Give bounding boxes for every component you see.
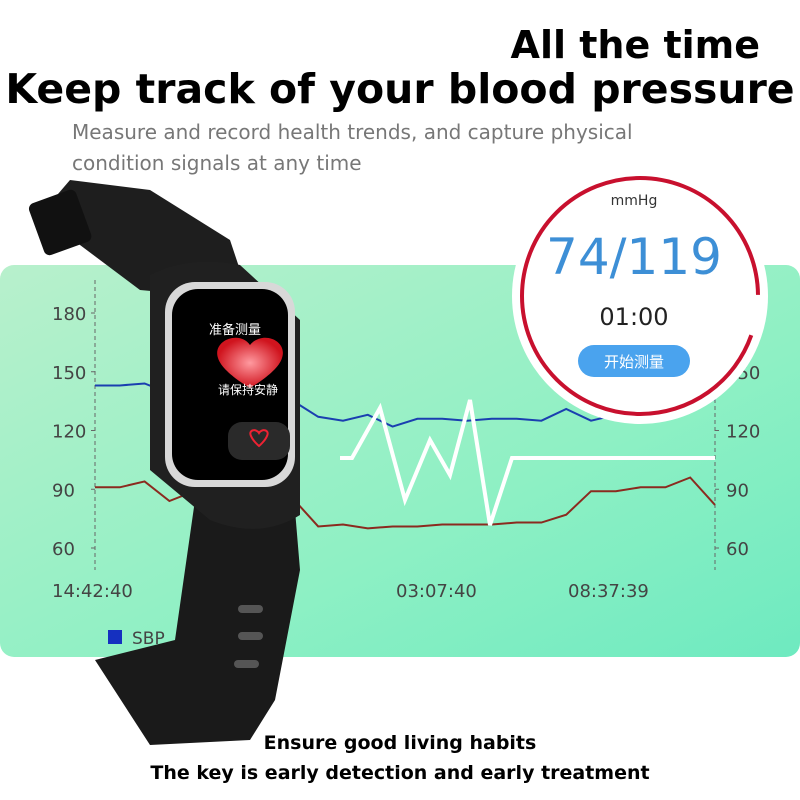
reading-ring xyxy=(520,176,760,416)
watch: 准备测量 请保持安静 xyxy=(28,180,300,745)
y-tick-label: 120 xyxy=(52,422,86,443)
y-tick-label: 150 xyxy=(52,363,86,384)
strap-bottom xyxy=(95,500,300,745)
legend-swatch xyxy=(108,630,122,644)
title: Keep track of your blood pressure xyxy=(5,65,794,113)
strap-hole xyxy=(238,632,263,640)
x-tick-label: 08:37:39 xyxy=(568,581,649,602)
reading-time: 01:00 xyxy=(599,303,668,331)
description: condition signals at any time xyxy=(72,151,362,175)
strap-hole xyxy=(234,660,259,668)
heart-outline xyxy=(249,429,269,448)
start-button-label[interactable]: 开始测量 xyxy=(604,353,664,371)
y-tick-label: 60 xyxy=(52,539,75,560)
description: Measure and record health trends, and ca… xyxy=(72,120,633,144)
watch-text: 请保持安静 xyxy=(218,382,278,397)
x-tick-label: 03:07:40 xyxy=(396,581,477,602)
start-button[interactable] xyxy=(578,345,690,377)
y2-tick-label: 120 xyxy=(726,422,760,443)
heart-icon xyxy=(217,337,283,388)
y2-tick-label: 60 xyxy=(726,539,749,560)
heartbeat xyxy=(340,399,715,526)
x-tick-label: 14:42:40 xyxy=(52,581,133,602)
y-tick-label: 90 xyxy=(52,480,75,501)
watch-text: 准备测量 xyxy=(209,322,261,338)
strap-loop xyxy=(28,189,92,256)
y-tick-label: 180 xyxy=(52,304,86,325)
legend-label: SBP xyxy=(132,629,165,649)
strap-hole xyxy=(238,605,263,613)
reading-unit: mmHg xyxy=(611,193,658,209)
footer-text: Ensure good living habits xyxy=(264,732,537,754)
footer-text: The key is early detection and early tre… xyxy=(150,762,649,784)
heart-button[interactable] xyxy=(228,422,290,460)
y2-tick-label: 90 xyxy=(726,480,749,501)
reading-value: 74/119 xyxy=(546,228,722,286)
tagline: All the time xyxy=(511,23,760,67)
